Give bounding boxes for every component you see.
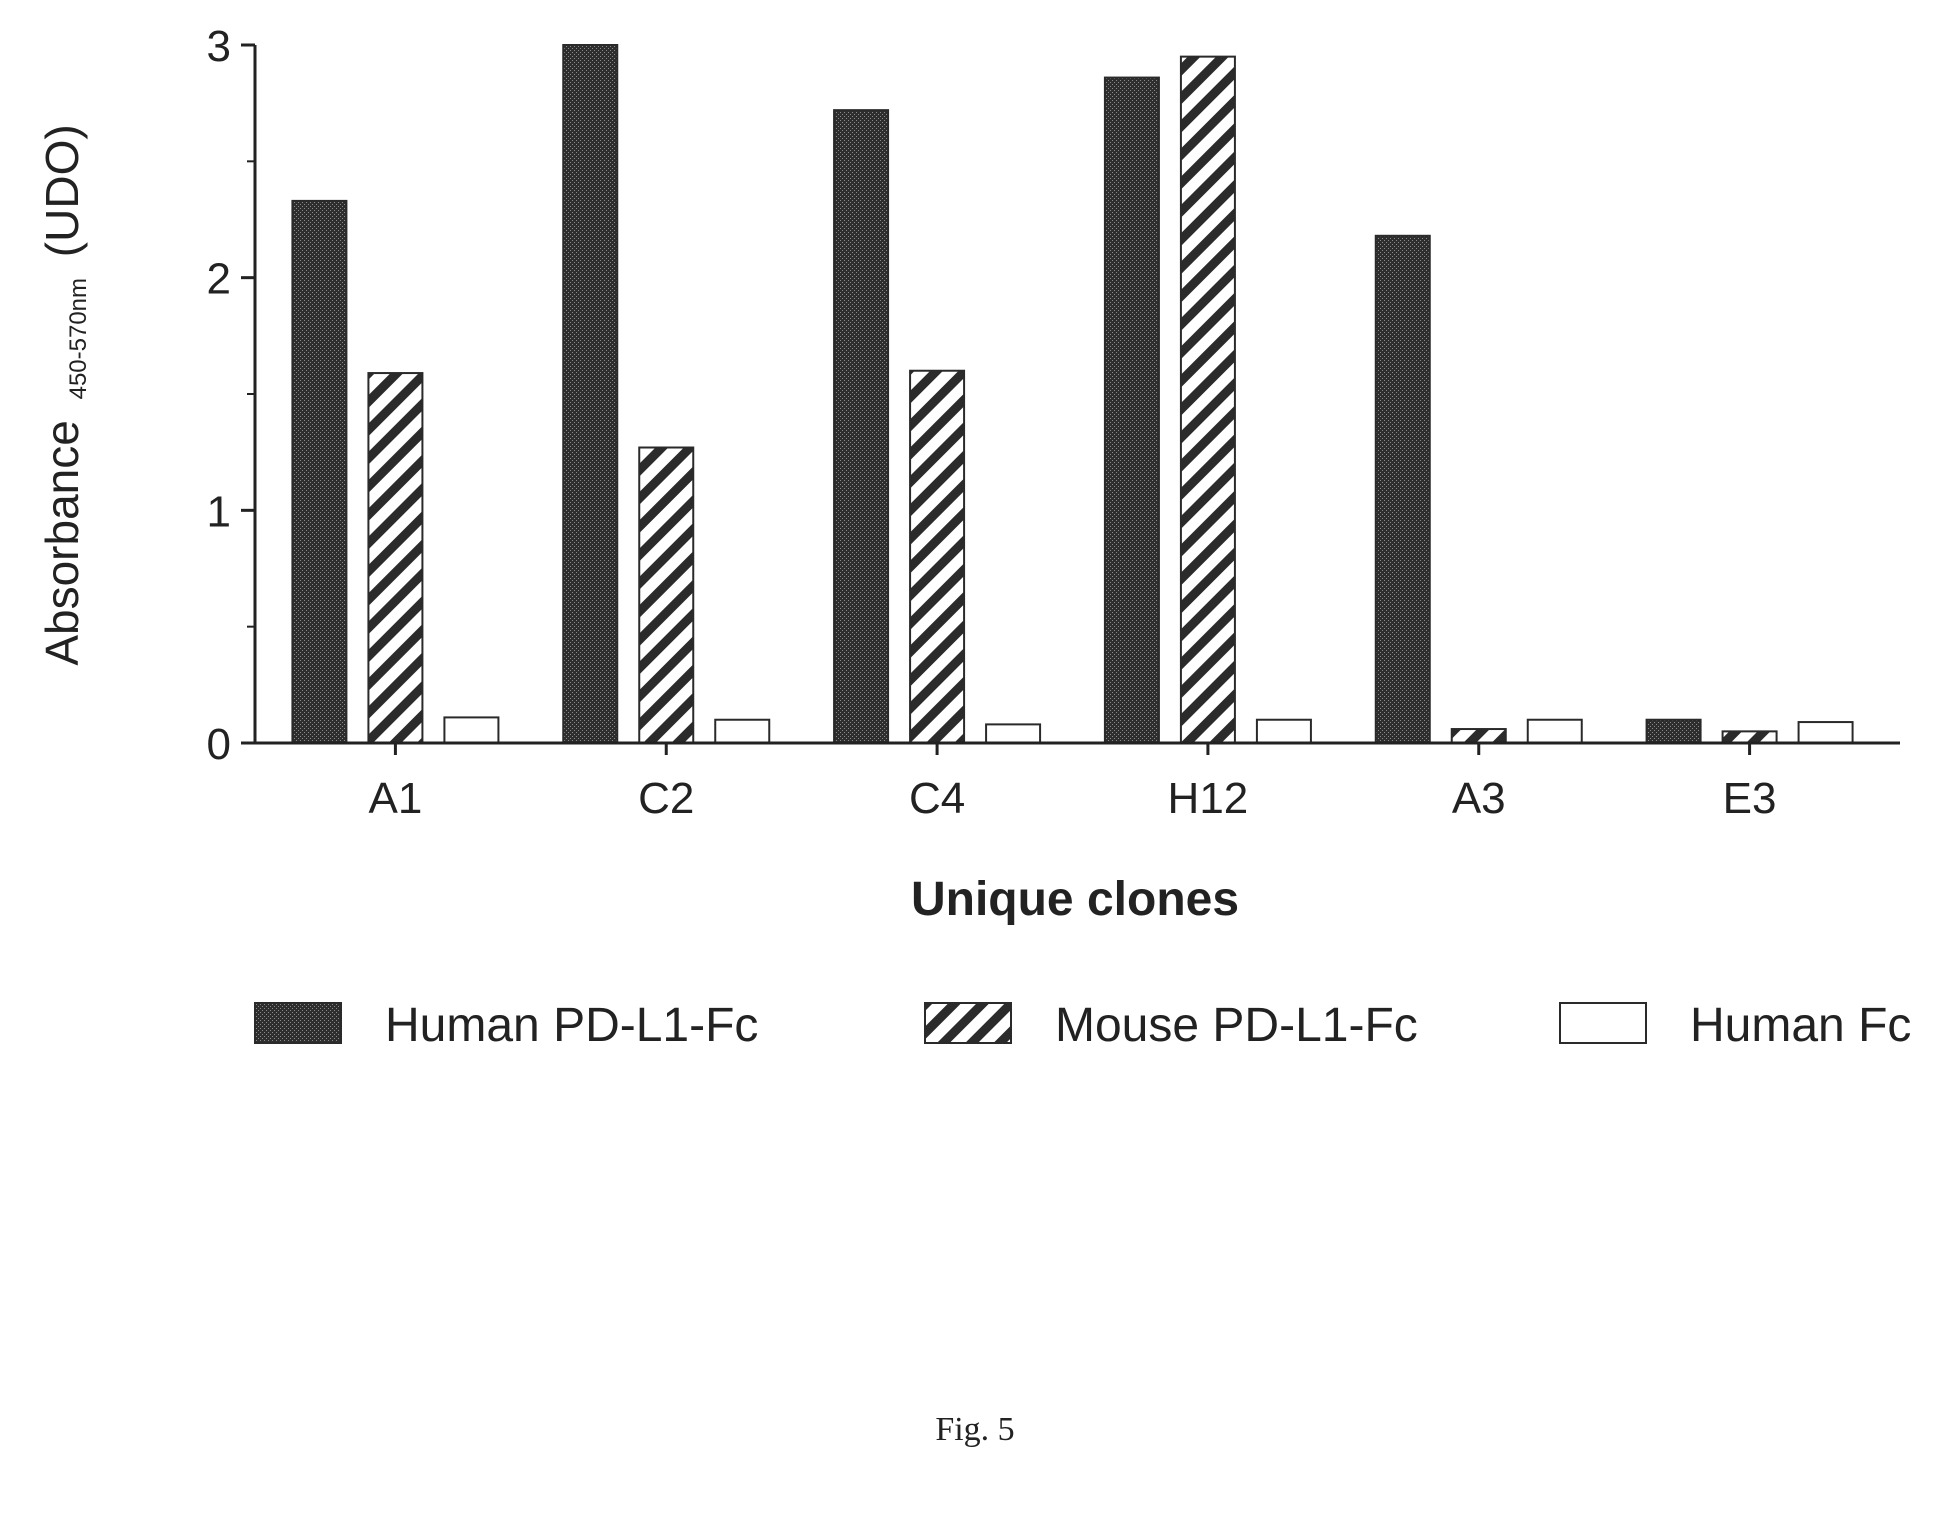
y-tick-label: 0	[207, 720, 231, 769]
x-tick-label: C4	[909, 774, 965, 823]
legend-swatch-human-pd-l1-fc	[254, 1002, 342, 1044]
bar-c2-mouse-pd-l1-fc	[638, 446, 695, 744]
x-tick-label: H12	[1168, 774, 1249, 823]
bar-c4-human-fc	[985, 723, 1042, 744]
y-tick-label: 3	[207, 22, 231, 71]
bar-c4-mouse-pd-l1-fc	[909, 369, 966, 744]
bar-c2-human-fc	[714, 718, 771, 745]
svg-text:Absorbance 450-570nm: Absorbance 450-570nm (UDO)	[36, 124, 96, 665]
bar-e3-human-fc	[1797, 721, 1854, 744]
y-axis-title-subscript: 450-570nm	[65, 278, 92, 399]
legend-label: Mouse PD-L1-Fc	[1055, 999, 1418, 1052]
legend-swatch-mouse-pd-l1-fc	[924, 1002, 1012, 1044]
legend-label: Human PD-L1-Fc	[385, 999, 758, 1052]
bar-a3-human-pd-l1-fc	[1374, 234, 1431, 745]
bar-a1-human-pd-l1-fc	[291, 199, 348, 745]
bar-series-group	[291, 44, 1854, 745]
bar-a3-human-fc	[1526, 718, 1583, 745]
figure-caption: Fig. 5	[935, 1411, 1014, 1448]
bar-a1-mouse-pd-l1-fc	[367, 372, 424, 744]
x-tick-label: C2	[638, 774, 694, 823]
y-tick-label: 1	[207, 487, 231, 536]
bar-h12-human-fc	[1255, 718, 1312, 745]
legend-swatch-human-fc	[1559, 1002, 1647, 1044]
y-tick-label: 2	[207, 255, 231, 304]
y-axis-title-main: Absorbance	[36, 420, 88, 666]
x-tick-label: A3	[1452, 774, 1506, 823]
legend: Human PD-L1-Fc Mouse PD-L1-Fc Human Fc	[254, 999, 1911, 1052]
bar-e3-mouse-pd-l1-fc	[1721, 730, 1778, 744]
bar-c2-human-pd-l1-fc	[562, 44, 619, 744]
y-axis-title: Absorbance 450-570nm (UDO)	[36, 124, 96, 665]
bar-e3-human-pd-l1-fc	[1645, 718, 1702, 745]
y-axis-title-unit: (UDO)	[36, 124, 88, 257]
bar-c4-human-pd-l1-fc	[833, 109, 890, 744]
legend-label: Human Fc	[1690, 999, 1911, 1052]
bar-a3-mouse-pd-l1-fc	[1450, 728, 1507, 744]
bar-h12-human-pd-l1-fc	[1103, 76, 1160, 745]
x-tick-label: E3	[1723, 774, 1777, 823]
x-axis: A1 C2 C4 H12 A3 E3	[255, 741, 1900, 823]
y-axis: 0 1 2 3	[207, 22, 257, 769]
bar-a1-human-fc	[443, 716, 500, 745]
bar-h12-mouse-pd-l1-fc	[1179, 55, 1236, 744]
x-axis-title: Unique clones	[911, 873, 1239, 926]
x-tick-label: A1	[369, 774, 423, 823]
